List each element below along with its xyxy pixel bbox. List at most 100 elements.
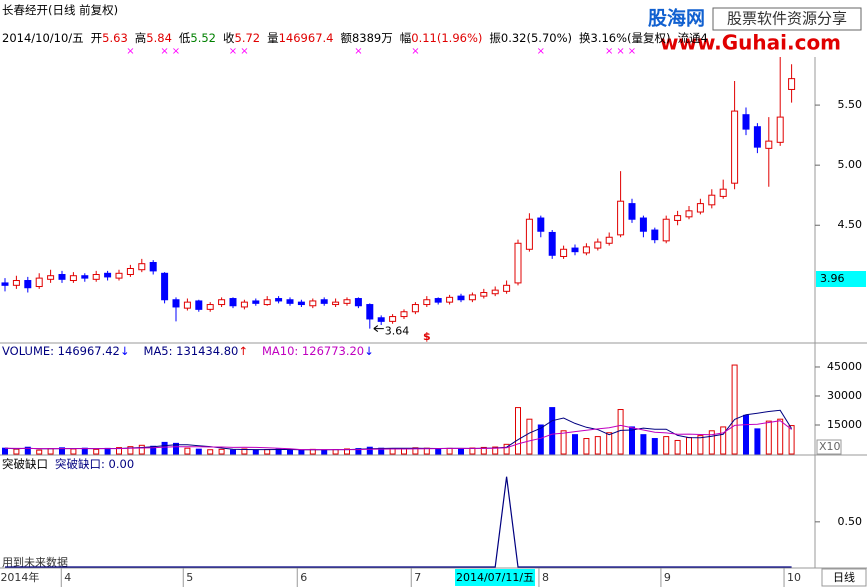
volume-bar <box>765 420 772 455</box>
volume-bar <box>651 438 658 455</box>
volume-bar <box>218 448 225 455</box>
volume-bar <box>195 448 202 455</box>
title: 长春经开(日线 前复权) <box>2 3 119 17</box>
volume-bar <box>526 418 533 455</box>
volume-bar <box>36 449 43 455</box>
info-value: 5.72 <box>234 31 261 45</box>
volume-bar <box>731 364 738 455</box>
info-label: 高 <box>134 31 147 45</box>
indicator-line <box>5 476 792 568</box>
candle-body <box>286 299 294 304</box>
info-value: 0.11(1.96%) <box>411 31 483 45</box>
volume-bar <box>458 448 464 455</box>
legend-entry: 突破缺口: 0.00 <box>55 457 135 471</box>
candle-body <box>115 272 123 279</box>
y-tick-label: 30000 <box>827 389 862 402</box>
candle-body <box>320 299 328 304</box>
candle-body <box>491 289 499 295</box>
info-value: 3.16%(量复权) <box>590 31 671 45</box>
volume-bar <box>230 449 236 455</box>
candle-body <box>639 217 647 232</box>
candle-body <box>332 301 340 306</box>
volume-bar <box>127 446 134 455</box>
volume-bar <box>674 439 681 455</box>
candle-body <box>571 247 579 253</box>
candle-body <box>423 299 431 306</box>
candle-body <box>195 300 203 310</box>
event-marker: × <box>616 46 624 57</box>
volume-bar <box>287 449 293 455</box>
info-label: 收 <box>223 31 235 45</box>
volume-bar <box>754 428 761 455</box>
y-tick-label: 4.50 <box>838 218 863 231</box>
candle-body <box>161 272 169 301</box>
volume-bar <box>93 448 100 455</box>
volume-bar <box>686 437 692 455</box>
volume-bar <box>264 449 271 455</box>
event-marker: × <box>605 46 613 57</box>
candle-body <box>560 248 568 257</box>
event-marker: × <box>160 46 168 57</box>
candle-body <box>1 282 9 286</box>
volume-bar <box>355 448 362 455</box>
x-tick-label: 2014年 <box>0 570 39 584</box>
info-value: 0.32(5.70%) <box>500 31 573 45</box>
candle-body <box>674 215 682 221</box>
candle-body <box>252 300 260 304</box>
legend-arrow: ↑ <box>238 344 248 358</box>
volume-bar <box>252 449 259 455</box>
candle-body <box>263 299 271 306</box>
y-tick-label: 45000 <box>827 360 862 373</box>
info-value: 4 <box>700 31 708 45</box>
x-tick-label: 6 <box>300 571 307 584</box>
period: 日线 <box>833 570 855 584</box>
volume-bar <box>332 449 339 455</box>
cursor-price-box <box>816 271 866 287</box>
event-marker: × <box>411 46 419 57</box>
candle-body <box>183 301 191 309</box>
x-tick-label: 5 <box>186 571 193 584</box>
event-marker: × <box>354 46 362 57</box>
candle-body <box>446 296 454 303</box>
volume-bar <box>446 447 453 455</box>
candle-body <box>742 114 750 130</box>
volume-bar <box>788 425 795 455</box>
note: 用到未来数据 <box>2 555 68 569</box>
indicator-title: 突破缺口 <box>2 457 48 471</box>
candle-body <box>617 200 625 236</box>
event-marker: × <box>628 46 636 57</box>
candle-body <box>731 110 739 184</box>
volume-bar <box>663 436 670 455</box>
volume-bar <box>560 430 567 455</box>
volume-bar <box>104 447 111 455</box>
volume-bar <box>366 446 373 455</box>
info-label: 量 <box>267 31 279 45</box>
event-marker: × <box>240 46 248 57</box>
y-tick-label: 15000 <box>827 418 862 431</box>
info-value: 8389万 <box>351 31 393 45</box>
volume-bar <box>321 449 328 455</box>
signal-marker: $ <box>423 330 431 343</box>
cursor-date-box <box>455 569 536 586</box>
x-tick-label: 4 <box>64 571 71 584</box>
candle-body <box>92 274 100 280</box>
candle-body <box>47 275 55 280</box>
event-marker: × <box>229 46 237 57</box>
info-label: 换 <box>579 31 591 45</box>
candle-body <box>514 242 522 284</box>
candle-body <box>434 298 442 303</box>
candle-body <box>525 218 533 250</box>
volume-bar <box>435 448 442 455</box>
candle-body <box>366 304 374 320</box>
candle-body <box>708 194 716 206</box>
candle-body <box>480 292 488 297</box>
event-marker: × <box>172 46 180 57</box>
volume-bar <box>572 434 578 455</box>
candle-body <box>104 272 112 278</box>
candle-body <box>309 300 317 307</box>
x-tick-label: 10 <box>787 571 801 584</box>
info-label: 开 <box>90 31 103 45</box>
logo-slogan-box <box>712 7 862 31</box>
x-tick-label: 7 <box>414 571 421 584</box>
